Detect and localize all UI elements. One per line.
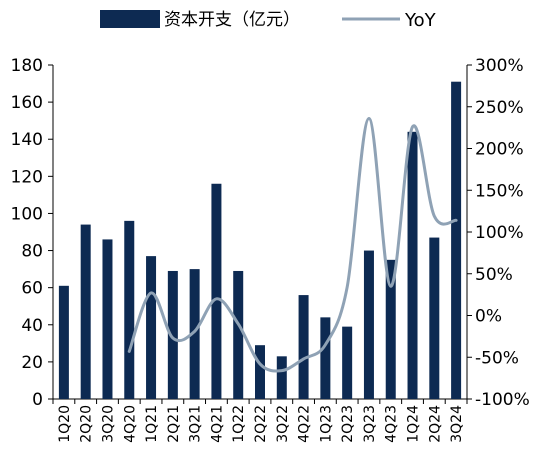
yoy-line-series — [127, 116, 458, 373]
legend-line-label: YoY — [404, 10, 437, 31]
left-tick-label: 20 — [21, 353, 43, 373]
left-tick-label: 180 — [11, 56, 43, 76]
x-tick-label: 4Q21 — [209, 405, 225, 443]
legend-bar-swatch — [100, 10, 160, 28]
capex-bar — [146, 256, 157, 399]
x-tick-label: 2Q23 — [340, 405, 356, 443]
capex-bar — [276, 356, 287, 399]
left-tick-label: 120 — [11, 167, 43, 187]
right-tick-label: 300% — [475, 56, 524, 76]
x-tick-label: 1Q24 — [406, 405, 422, 443]
right-tick-label: 50% — [475, 265, 513, 285]
capex-bar — [451, 81, 462, 399]
capex-bar — [124, 220, 135, 399]
legend: 资本开支（亿元） YoY — [100, 10, 437, 31]
x-tick-label: 3Q21 — [188, 405, 204, 443]
legend-bar-label: 资本开支（亿元） — [164, 10, 300, 30]
capex-bar — [233, 270, 244, 399]
capex-bar — [102, 239, 113, 399]
left-tick-label: 100 — [11, 204, 43, 224]
x-tick-label: 2Q24 — [427, 405, 443, 443]
x-tick-label: 2Q21 — [166, 405, 182, 443]
left-tick-label: 80 — [21, 242, 43, 262]
capex-bar — [385, 259, 396, 399]
capex-bar — [255, 345, 265, 399]
right-tick-label: -50% — [475, 348, 519, 368]
x-tick-label: 3Q22 — [275, 405, 291, 443]
left-tick-label: 40 — [21, 316, 43, 336]
right-tick-label: 200% — [475, 140, 524, 160]
capex-bar — [342, 326, 353, 399]
x-tick-label: 4Q23 — [384, 405, 400, 443]
x-tick-label: 2Q20 — [79, 405, 95, 443]
x-tick-label: 1Q22 — [231, 405, 247, 443]
left-tick-label: 140 — [11, 130, 43, 150]
left-tick-label: 60 — [21, 279, 43, 299]
right-tick-label: -100% — [475, 390, 530, 410]
axes — [48, 64, 472, 404]
capex-bar — [211, 183, 222, 399]
capex-bar — [298, 295, 309, 399]
right-tick-label: 0% — [475, 307, 502, 327]
tick-labels: 0 20 40 60 80 100 120 140 160 180 -100% -50% 0% 50% 10… — [11, 56, 530, 443]
capex-bar — [320, 317, 331, 399]
x-tick-label: 1Q21 — [144, 405, 160, 443]
x-tick-label: 1Q20 — [57, 405, 73, 443]
x-tick-label: 2Q22 — [253, 405, 269, 443]
x-tick-label: 3Q23 — [362, 405, 378, 443]
capex-bar — [429, 237, 440, 399]
x-tick-label: 1Q23 — [318, 405, 334, 443]
x-tick-label: 3Q24 — [449, 405, 465, 443]
yoy-line — [127, 116, 458, 373]
right-tick-label: 250% — [475, 98, 524, 118]
right-tick-label: 100% — [475, 223, 524, 243]
capex-bar — [58, 285, 69, 399]
capex-bar — [167, 270, 178, 399]
x-tick-label: 3Q20 — [100, 405, 116, 443]
capex-bar — [363, 250, 374, 399]
capex-bar — [189, 269, 200, 399]
left-tick-label: 0 — [32, 390, 43, 410]
capex-bar — [80, 224, 91, 399]
left-tick-label: 160 — [11, 93, 43, 113]
bar-series — [58, 81, 462, 400]
capex-bar — [407, 131, 418, 400]
x-tick-label: 4Q22 — [297, 405, 313, 443]
right-tick-label: 150% — [475, 181, 524, 201]
x-tick-label: 4Q20 — [122, 405, 138, 443]
